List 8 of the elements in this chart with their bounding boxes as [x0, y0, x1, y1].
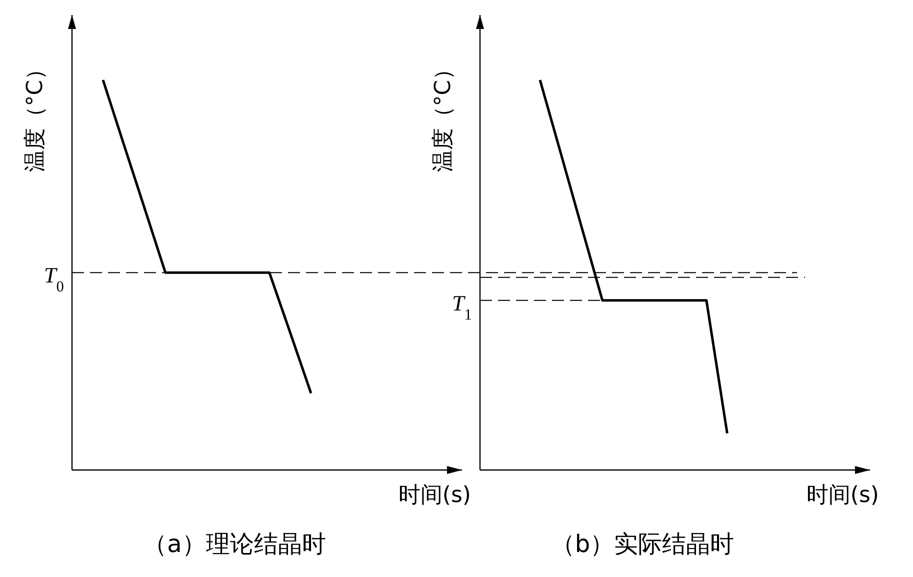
- x-axis-title: 时间(s): [398, 483, 471, 508]
- y-axis-title: 温度（°C）: [23, 58, 48, 172]
- text: （b）实际结晶时: [550, 530, 734, 558]
- x-axis-title: 时间(s): [806, 483, 879, 508]
- text: （a）理论结晶时: [143, 530, 326, 558]
- y-axis-title: 温度（°C）: [431, 58, 456, 172]
- ref-line-label: T$_{1}$: [452, 290, 472, 323]
- ref-line-label: T$_{0}$: [44, 262, 64, 296]
